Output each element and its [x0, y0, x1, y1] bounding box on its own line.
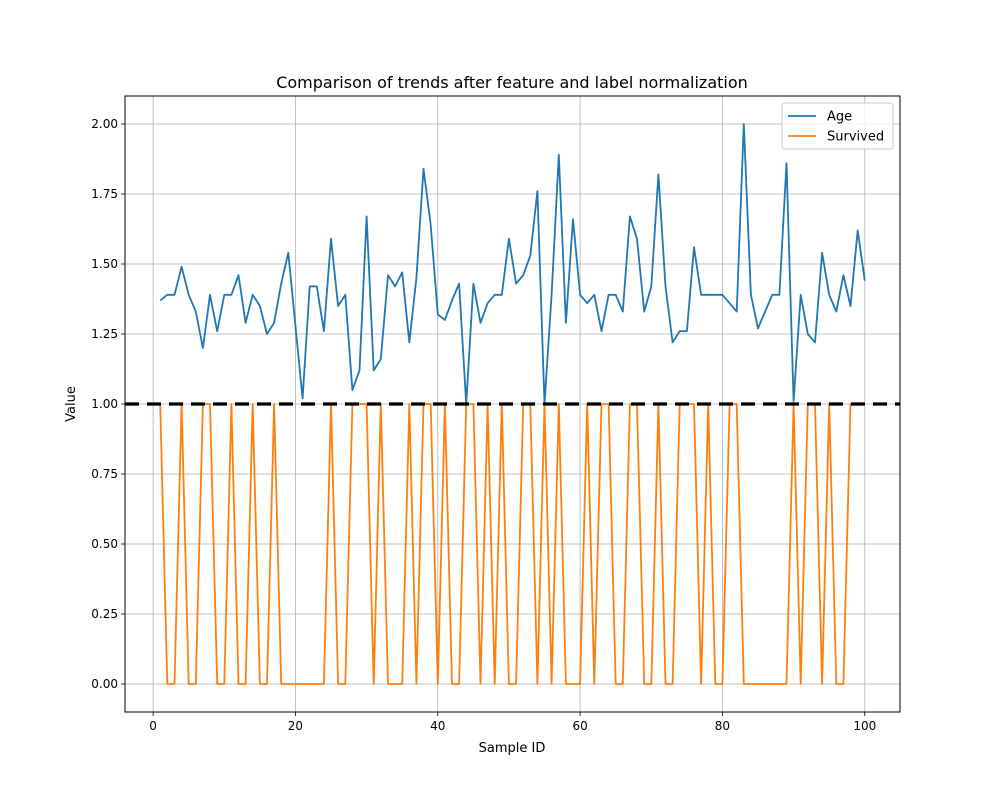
x-tick-label: 80	[715, 719, 730, 733]
chart-title: Comparison of trends after feature and l…	[276, 73, 748, 92]
legend-box	[781, 102, 894, 150]
y-tick-label: 0.00	[91, 677, 118, 691]
x-tick-label: 20	[288, 719, 303, 733]
y-tick-label: 2.00	[91, 117, 118, 131]
y-axis-label: Value	[64, 386, 79, 422]
y-tick-label: 1.00	[91, 397, 118, 411]
y-tick-label: 1.75	[91, 187, 118, 201]
y-tick-label: 0.25	[91, 607, 118, 621]
plot-area	[125, 123, 900, 685]
ticks: 0 20 40 60 80 100 0.00 0.25 0.50 0.75 1.00 1.25 1.50…	[91, 117, 876, 733]
series-line-survived	[159, 403, 865, 685]
x-tick-label: 0	[149, 719, 157, 733]
legend-label: Age	[827, 110, 852, 125]
x-axis-label: Sample ID	[479, 741, 546, 756]
x-tick-label: 100	[853, 719, 876, 733]
x-tick-label: 40	[430, 719, 445, 733]
y-tick-label: 1.25	[91, 327, 118, 341]
legend-label: Survived	[827, 130, 884, 145]
legend: Age Survived	[781, 102, 894, 150]
y-tick-label: 1.50	[91, 257, 118, 271]
x-tick-label: 60	[572, 719, 587, 733]
y-tick-label: 0.75	[91, 467, 118, 481]
series-line-age	[159, 123, 866, 405]
y-tick-label: 0.50	[91, 537, 118, 551]
